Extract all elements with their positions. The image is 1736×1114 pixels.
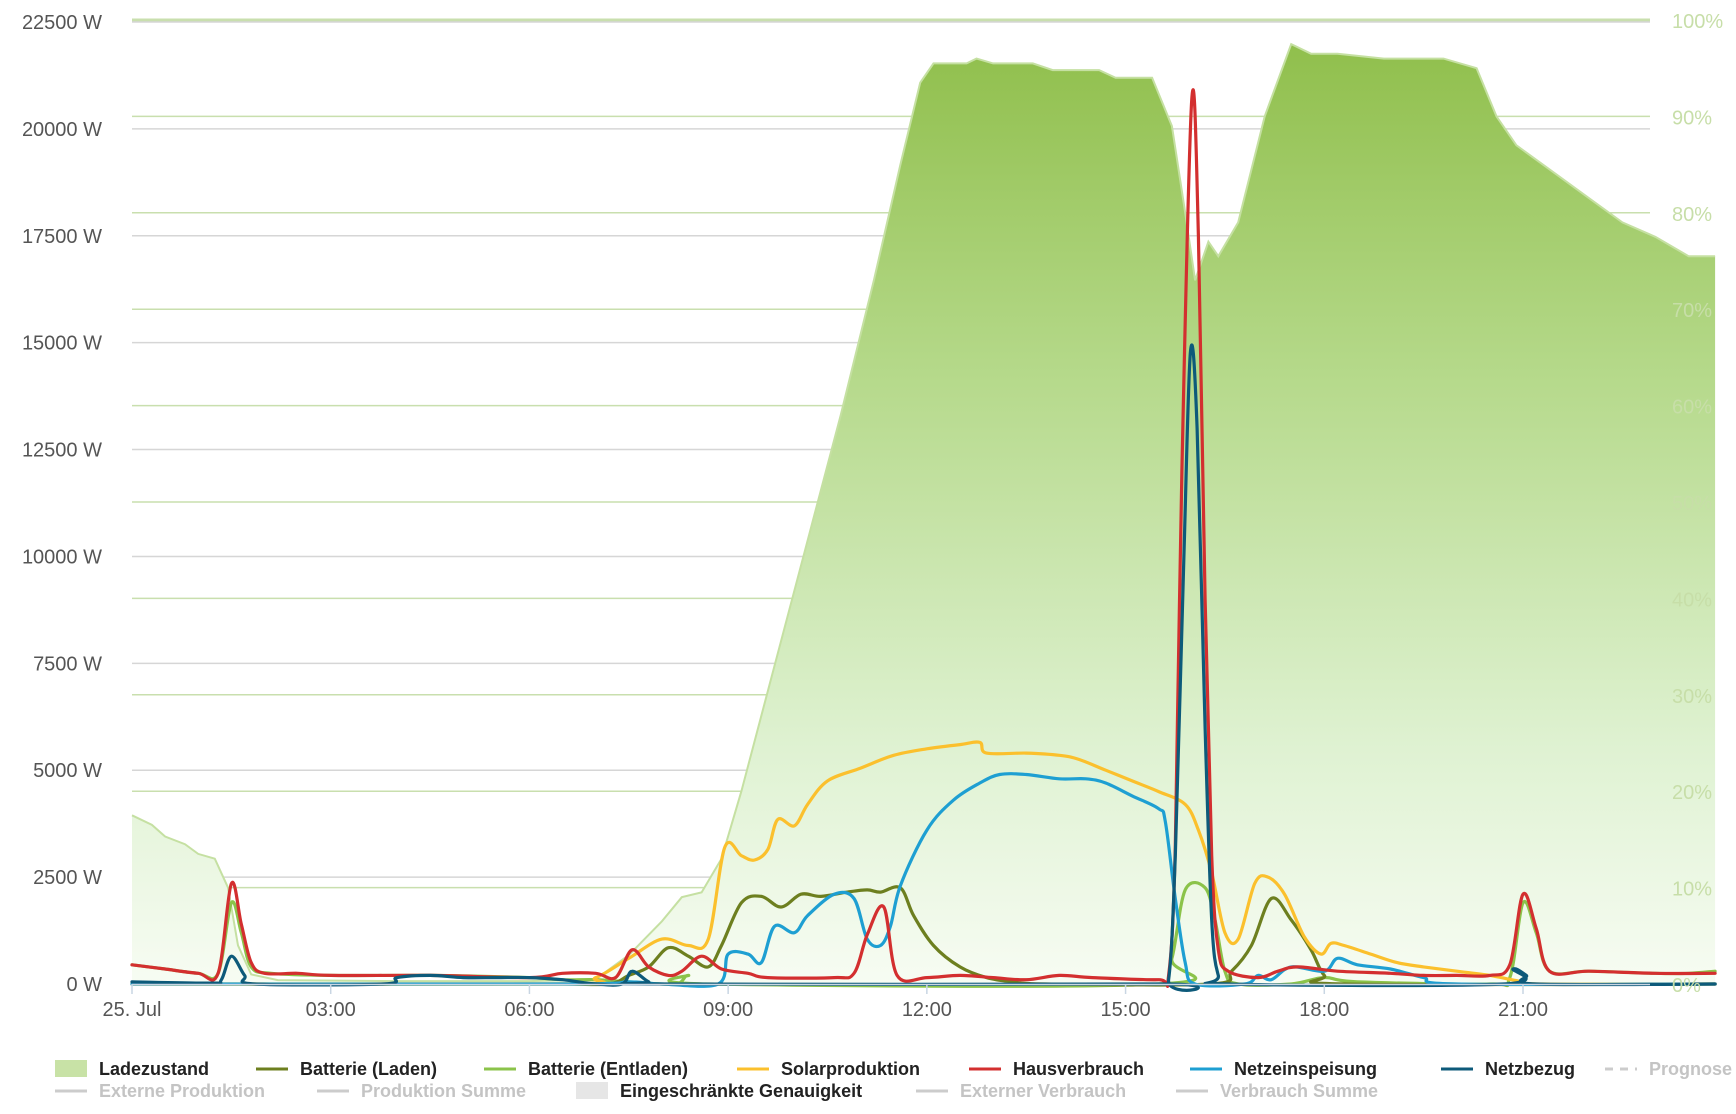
y-left-tick-label: 17500 W	[22, 226, 102, 248]
legend-swatch-block	[576, 1082, 608, 1099]
soc-area	[131, 42, 1716, 985]
legend-label: Batterie (Entladen)	[528, 1059, 688, 1079]
soc-area-fill	[132, 44, 1716, 985]
legend-item[interactable]: Ladezustand	[55, 1059, 209, 1079]
legend-label: Solarproduktion	[781, 1059, 920, 1079]
y-left-tick-label: 22500 W	[22, 12, 102, 34]
legend-label: Netzbezug	[1485, 1059, 1575, 1079]
y-left-tick-label: 0 W	[66, 974, 102, 996]
legend-item[interactable]: Verbrauch Summe	[1176, 1081, 1378, 1101]
x-tick-label: 15:00	[1101, 999, 1151, 1021]
x-tick-label: 21:00	[1498, 999, 1548, 1021]
y-right-tick-label: 90%	[1672, 107, 1712, 129]
y-left-tick-label: 2500 W	[33, 867, 102, 889]
y-right-tick-label: 10%	[1672, 879, 1712, 901]
legend-label: Produktion Summe	[361, 1081, 526, 1101]
y-left-tick-label: 5000 W	[33, 760, 102, 782]
y-right-tick-label: 20%	[1672, 782, 1712, 804]
legend-label: Batterie (Laden)	[300, 1059, 437, 1079]
y-right-tick-label: 50%	[1672, 493, 1712, 515]
legend-item[interactable]: Solarproduktion	[737, 1059, 920, 1079]
y-left-tick-label: 7500 W	[33, 653, 102, 675]
legend-item[interactable]: Hausverbrauch	[969, 1059, 1144, 1079]
legend-item[interactable]: Produktion Summe	[317, 1081, 526, 1101]
legend-item[interactable]: Batterie (Entladen)	[484, 1059, 688, 1079]
y-right-tick-label: 100%	[1672, 11, 1723, 33]
legend-item[interactable]: Netzeinspeisung	[1190, 1059, 1377, 1079]
y-right-tick-label: 40%	[1672, 589, 1712, 611]
y-right-tick-label: 80%	[1672, 204, 1712, 226]
x-tick-label: 03:00	[306, 999, 356, 1021]
x-tick-label: 12:00	[902, 999, 952, 1021]
x-tick-label: 06:00	[504, 999, 554, 1021]
legend-label: Verbrauch Summe	[1220, 1081, 1378, 1101]
y-right-tick-label: 60%	[1672, 397, 1712, 419]
y-left-tick-label: 10000 W	[22, 546, 102, 568]
legend-label: Prognose	[1649, 1059, 1732, 1079]
x-tick-label: 18:00	[1299, 999, 1349, 1021]
legend-item[interactable]: Netzbezug	[1441, 1059, 1575, 1079]
legend-label: Externe Produktion	[99, 1081, 265, 1101]
y-right-tick-label: 30%	[1672, 686, 1712, 708]
series-line-batterie-laden	[130, 885, 1717, 987]
series-line-solarproduktion	[130, 740, 1717, 987]
axes: 25. Jul 03:00 06:00 09:00 12:00 15:00 18:00 21:…	[22, 11, 1723, 1021]
legend-item[interactable]: Batterie (Laden)	[256, 1059, 437, 1079]
y-right-tick-label: 70%	[1672, 300, 1712, 322]
series-lines	[130, 88, 1717, 992]
y-left-tick-label: 15000 W	[22, 333, 102, 355]
series-line-netzeinspeisung	[130, 772, 1717, 988]
legend-item[interactable]: Externer Verbrauch	[916, 1081, 1126, 1101]
y-right-tick-label: 0%	[1672, 975, 1701, 997]
legend-item[interactable]: Eingeschränkte Genauigkeit	[576, 1081, 862, 1101]
x-tick-label: 25. Jul	[103, 999, 162, 1021]
legend-label: Externer Verbrauch	[960, 1081, 1126, 1101]
legend-label: Ladezustand	[99, 1059, 209, 1079]
legend-label: Eingeschränkte Genauigkeit	[620, 1081, 862, 1101]
legend: Ladezustand Batterie (Laden) Batterie (Ent…	[55, 1059, 1732, 1101]
legend-item[interactable]: Prognose	[1605, 1059, 1732, 1079]
legend-label: Hausverbrauch	[1013, 1059, 1144, 1079]
legend-swatch-area	[55, 1060, 87, 1077]
legend-item[interactable]: Externe Produktion	[55, 1081, 265, 1101]
legend-label: Netzeinspeisung	[1234, 1059, 1377, 1079]
soc-area-outline	[131, 42, 1716, 983]
x-tick-label: 09:00	[703, 999, 753, 1021]
y-left-tick-label: 20000 W	[22, 119, 102, 141]
y-left-tick-label: 12500 W	[22, 440, 102, 462]
